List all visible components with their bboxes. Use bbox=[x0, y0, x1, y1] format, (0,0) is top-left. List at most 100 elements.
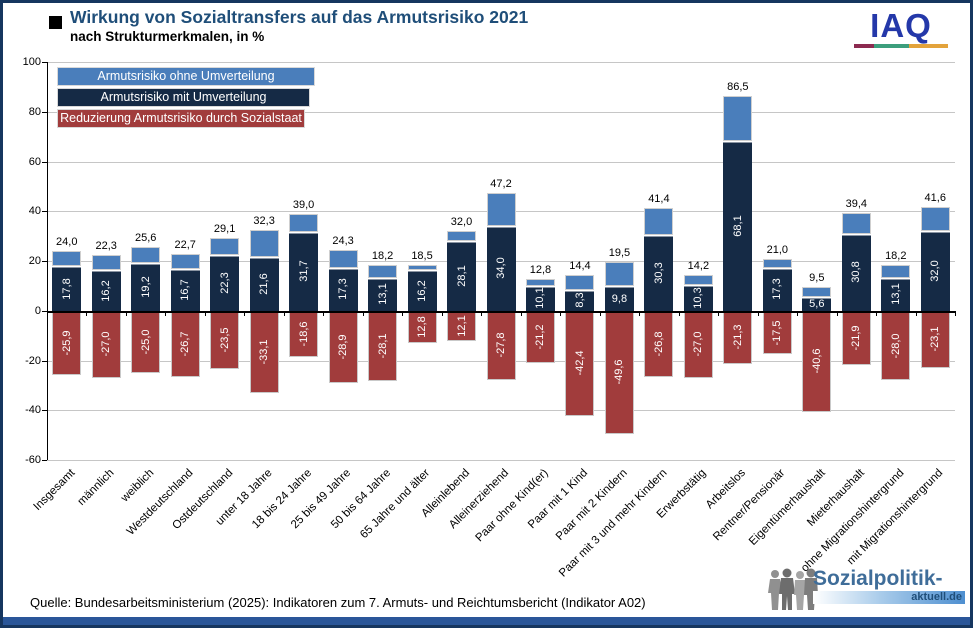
x-axis-category-tick bbox=[441, 310, 443, 316]
y-axis-tick-label: -40 bbox=[25, 404, 41, 417]
bar-segment-reduzierung: -26,8 bbox=[644, 310, 674, 378]
bar-value-label-ohne: 14,4 bbox=[569, 259, 591, 272]
bar-value-label-ohne: 25,6 bbox=[134, 232, 157, 245]
bar-value-label-reduzierung: -25,0 bbox=[139, 329, 152, 355]
zero-line bbox=[47, 310, 955, 313]
y-axis-tick-label: 40 bbox=[28, 205, 41, 218]
people-silhouettes-icon bbox=[768, 568, 818, 610]
bar-segment-reduzierung: -26,7 bbox=[170, 310, 200, 378]
gridline bbox=[47, 460, 955, 461]
bar-value-label-mit: 17,3 bbox=[771, 278, 784, 300]
iaq-underline-segment bbox=[873, 44, 910, 48]
bar-value-label-reduzierung: -21,3 bbox=[731, 324, 744, 350]
legend-item: Armutsrisiko mit Umverteilung bbox=[57, 88, 310, 107]
bar-value-label-ohne: 41,6 bbox=[924, 192, 946, 205]
bar-segment-ohne-umverteilung bbox=[525, 278, 555, 286]
x-axis-category-tick bbox=[718, 310, 720, 316]
y-axis-tick-label: 60 bbox=[28, 155, 41, 168]
bar-value-label-reduzierung: -25,9 bbox=[60, 330, 73, 356]
bar-segment-ohne-umverteilung bbox=[920, 207, 950, 232]
bar-value-label-ohne: 29,1 bbox=[213, 223, 236, 236]
bar-segment-reduzierung: -21,2 bbox=[525, 310, 555, 364]
bar-value-label-ohne: 19,5 bbox=[608, 247, 631, 260]
bar-value-label-mit: 16,2 bbox=[416, 279, 429, 302]
source-note: Quelle: Bundesarbeitsministerium (2025):… bbox=[30, 595, 646, 610]
y-axis-tick-label: 0 bbox=[34, 304, 41, 317]
bar-value-label-reduzierung: -27,0 bbox=[100, 331, 113, 357]
bar-value-label-reduzierung: -27,0 bbox=[692, 331, 705, 357]
x-axis-category-label: weiblich bbox=[118, 467, 157, 505]
bar-segment-ohne-umverteilung bbox=[881, 265, 911, 279]
bar-value-label-mit: 30,3 bbox=[652, 262, 665, 284]
bar-segment-reduzierung: -28,1 bbox=[368, 310, 398, 381]
y-axis-tick bbox=[42, 360, 47, 362]
x-axis-category-tick bbox=[678, 310, 680, 316]
bar-segment-ohne-umverteilung bbox=[289, 213, 319, 232]
bar-segment-mit-umverteilung: 22,3 bbox=[210, 255, 240, 311]
bar-value-label-ohne: 86,5 bbox=[727, 80, 749, 93]
iaq-underline-segment bbox=[909, 44, 948, 48]
bar-segment-mit-umverteilung: 16,2 bbox=[407, 270, 437, 311]
x-axis-category-tick bbox=[520, 310, 522, 316]
bar-value-label-reduzierung: 12,8 bbox=[416, 315, 429, 338]
page-subtitle: nach Strukturmerkmalen, in % bbox=[70, 29, 265, 44]
bar-value-label-reduzierung: -23,1 bbox=[929, 326, 942, 353]
bar-value-label-ohne: 18,5 bbox=[411, 249, 433, 262]
y-axis-tick bbox=[42, 410, 47, 412]
bar-segment-mit-umverteilung: 10,1 bbox=[525, 285, 555, 311]
gridline bbox=[47, 410, 955, 412]
x-axis-category-tick bbox=[165, 310, 167, 316]
bar-segment-ohne-umverteilung bbox=[52, 251, 82, 267]
bar-segment-mit-umverteilung: 31,7 bbox=[289, 231, 319, 311]
bar-value-label-mit: 13,1 bbox=[889, 283, 902, 306]
bar-segment-reduzierung: -27,8 bbox=[486, 310, 516, 380]
bar-segment-ohne-umverteilung bbox=[131, 247, 161, 263]
bar-value-label-reduzierung: -42,4 bbox=[573, 350, 586, 377]
bar-segment-ohne-umverteilung bbox=[447, 231, 477, 241]
y-axis-line bbox=[47, 62, 48, 460]
bar-segment-ohne-umverteilung bbox=[486, 193, 516, 227]
x-axis-category-tick bbox=[323, 310, 325, 316]
bar-segment-reduzierung: -49,6 bbox=[604, 310, 634, 435]
plot-area: 17,8 -25,9 24,0 16,2 -27,0 22,3 19,2 -25,0 25,6 1… bbox=[47, 62, 956, 461]
x-axis-category-tick bbox=[955, 310, 956, 316]
bar-value-label-mit: 68,1 bbox=[731, 215, 744, 237]
bottom-blue-strip bbox=[3, 617, 970, 625]
bar-value-label-reduzierung: -23,5 bbox=[218, 327, 231, 353]
bar-segment-mit-umverteilung: 8,3 bbox=[565, 290, 595, 311]
bar-value-label-mit: 10,1 bbox=[534, 287, 547, 309]
x-axis-category-tick bbox=[283, 310, 285, 316]
bar-value-label-ohne: 47,2 bbox=[490, 178, 512, 191]
gridline bbox=[47, 161, 955, 163]
iaq-logo-text: IAQ bbox=[870, 7, 932, 44]
bar-segment-reduzierung: -21,9 bbox=[841, 310, 871, 366]
bar-segment-ohne-umverteilung bbox=[841, 212, 871, 235]
x-axis-category-tick bbox=[757, 310, 759, 316]
y-axis-tick-label: -60 bbox=[25, 454, 41, 466]
bar-value-label-ohne: 12,8 bbox=[529, 263, 552, 276]
y-axis-tick bbox=[42, 161, 47, 163]
x-axis-category-label: Eigentümerhaushalt bbox=[746, 467, 828, 548]
bar-segment-ohne-umverteilung bbox=[210, 238, 240, 256]
x-axis-category-tick bbox=[362, 310, 364, 316]
bar-value-label-reduzierung: -21,2 bbox=[534, 324, 547, 350]
bar-segment-mit-umverteilung: 13,1 bbox=[881, 278, 911, 311]
bar-value-label-mit: 17,3 bbox=[337, 278, 350, 300]
bar-value-label-mit: 16,7 bbox=[179, 279, 192, 301]
bar-value-label-mit: 9,8 bbox=[611, 292, 628, 305]
bar-value-label-reduzierung: -26,8 bbox=[652, 331, 665, 357]
x-axis-category-tick bbox=[86, 310, 88, 316]
bar-value-label-reduzierung: -21,9 bbox=[850, 325, 863, 351]
bar-value-label-ohne: 32,3 bbox=[253, 215, 275, 228]
bar-segment-mit-umverteilung: 21,6 bbox=[249, 257, 279, 311]
y-axis-tick bbox=[42, 111, 47, 113]
bar-value-label-ohne: 21,0 bbox=[766, 243, 789, 256]
bar-value-label-mit: 10,3 bbox=[692, 287, 705, 309]
bar-value-label-mit: 19,2 bbox=[139, 276, 152, 298]
x-axis-category-tick bbox=[599, 310, 601, 316]
legend-item: Reduzierung Armutsrisiko durch Sozialsta… bbox=[57, 109, 305, 128]
x-axis-category-tick bbox=[47, 310, 48, 316]
bar-value-label-reduzierung: -17,5 bbox=[771, 319, 784, 346]
bar-value-label-ohne: 39,0 bbox=[292, 198, 315, 211]
x-axis-category-tick bbox=[915, 310, 917, 316]
